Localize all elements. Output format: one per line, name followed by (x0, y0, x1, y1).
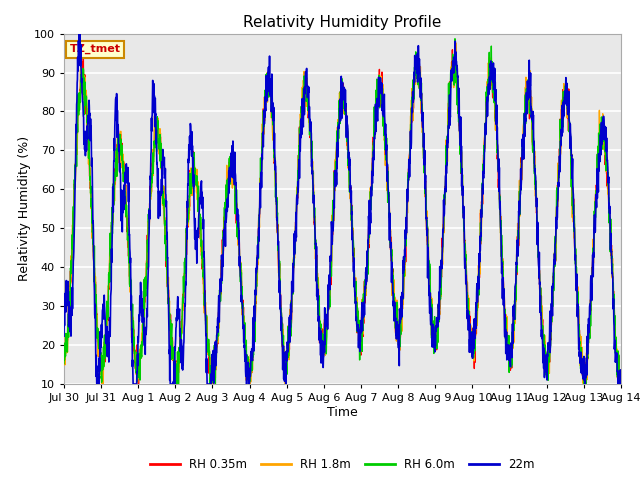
X-axis label: Time: Time (327, 406, 358, 419)
Text: TZ_tmet: TZ_tmet (70, 44, 120, 54)
Y-axis label: Relativity Humidity (%): Relativity Humidity (%) (18, 136, 31, 281)
Legend: RH 0.35m, RH 1.8m, RH 6.0m, 22m: RH 0.35m, RH 1.8m, RH 6.0m, 22m (145, 453, 540, 475)
Title: Relativity Humidity Profile: Relativity Humidity Profile (243, 15, 442, 30)
